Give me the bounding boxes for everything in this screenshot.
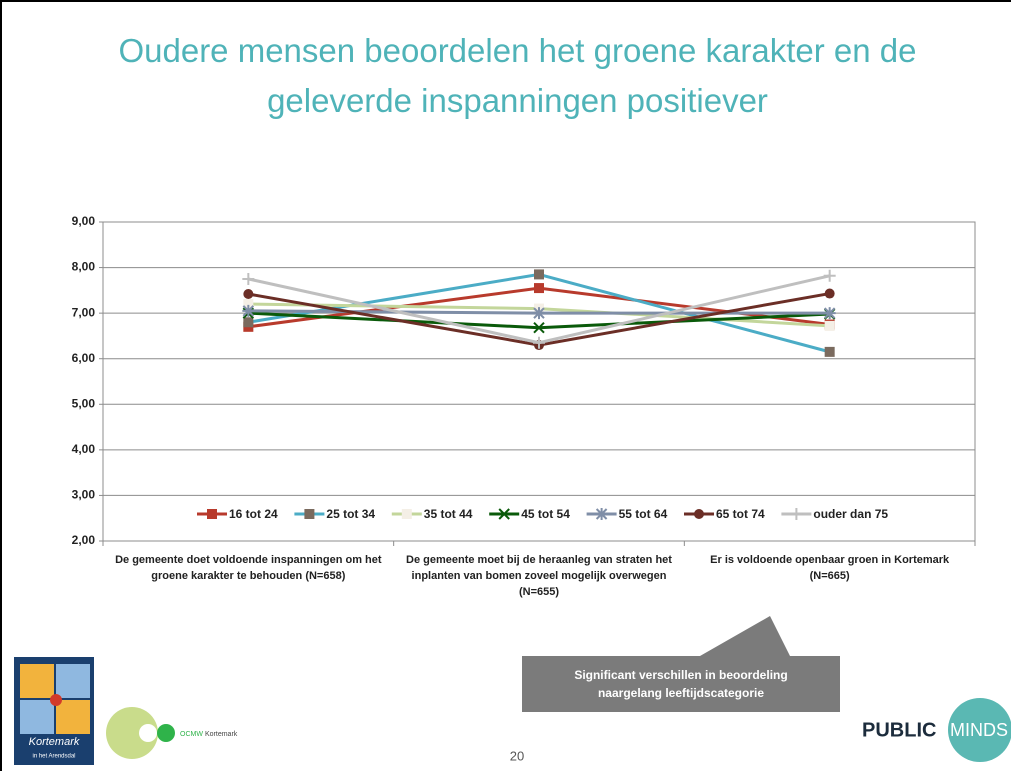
legend-item: 35 tot 44: [391, 507, 473, 521]
series: [242, 269, 836, 349]
legend-label: 25 tot 34: [326, 507, 375, 521]
legend-item: 45 tot 54: [489, 507, 570, 521]
y-tick-label: 8,00: [72, 260, 96, 274]
legend-item: 16 tot 24: [197, 507, 278, 521]
legend-label: 55 tot 64: [619, 507, 668, 521]
x-tick-label: De gemeente moet bij de heraanleg van st…: [406, 554, 672, 598]
marker: [401, 509, 412, 519]
legend-item: 65 tot 74: [684, 507, 765, 521]
legend-item: 25 tot 34: [294, 507, 375, 521]
marker: [304, 509, 315, 519]
marker: [242, 272, 255, 285]
logo-text: PUBLIC: [862, 719, 936, 741]
legend-label: 16 tot 24: [229, 507, 278, 521]
callout-pointer: [700, 616, 790, 656]
marker: [534, 283, 544, 294]
y-tick-label: 6,00: [72, 351, 96, 365]
plot-area: [102, 221, 976, 542]
marker: [533, 336, 545, 349]
logo-text: Kortemark: [29, 736, 80, 748]
callout-text: Significant verschillen in beoordeling n…: [574, 668, 788, 700]
y-tick-label: 7,00: [72, 305, 96, 319]
x-tick-label: Er is voldoende openbaar groen in Kortem…: [710, 554, 950, 582]
y-tick-label: 2,00: [72, 533, 96, 547]
logo-text: OCMW: [180, 731, 203, 738]
marker: [243, 317, 254, 328]
logo-text: Kortemark: [205, 731, 238, 738]
marker: [533, 307, 545, 320]
y-tick-label: 9,00: [72, 214, 96, 228]
legend-label: ouder dan 75: [813, 507, 888, 521]
logo-subtext: in het Arendsdal: [32, 754, 75, 760]
marker: [207, 509, 217, 519]
marker: [824, 288, 835, 299]
chart-title: Oudere mensen beoordelen het groene kara…: [118, 32, 917, 119]
logo-public-minds: PUBLIC MINDS: [862, 698, 1011, 762]
y-tick-label: 4,00: [72, 442, 96, 456]
marker: [694, 509, 704, 519]
marker: [243, 299, 254, 310]
legend-item: ouder dan 75: [781, 507, 888, 521]
y-tick-label: 3,00: [72, 488, 96, 502]
marker: [790, 508, 803, 520]
marker: [534, 269, 544, 280]
y-tick-label: 5,00: [72, 396, 96, 410]
legend-item: 55 tot 64: [586, 507, 668, 521]
marker: [243, 289, 254, 300]
logo-left: Kortemark in het Arendsdal: [14, 657, 94, 765]
page-number: 20: [510, 748, 524, 763]
callout: Significant verschillen in beoordeling n…: [522, 656, 840, 712]
legend-label: 35 tot 44: [424, 507, 473, 521]
logo-ocmw: OCMW Kortemark: [106, 707, 238, 759]
legend-label: 65 tot 74: [716, 507, 765, 521]
marker: [823, 269, 836, 282]
marker: [242, 304, 255, 317]
marker: [498, 508, 510, 520]
marker: [533, 322, 545, 334]
marker: [824, 320, 835, 331]
marker: [824, 346, 835, 357]
logo-text: MINDS: [950, 720, 1008, 740]
marker: [823, 307, 836, 320]
legend-label: 45 tot 54: [521, 507, 570, 521]
x-tick-label: De gemeente doet voldoende inspanningen …: [115, 554, 382, 582]
marker: [595, 508, 608, 520]
